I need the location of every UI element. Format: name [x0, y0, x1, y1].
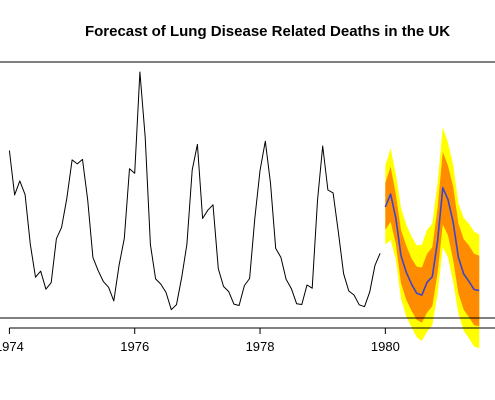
x-tick-label: 1976	[120, 339, 149, 354]
forecast-series-line	[384, 186, 480, 296]
interval-band-inner	[385, 151, 480, 327]
x-axis: 1974 1976 1978 1980	[0, 327, 495, 354]
x-tick-label: 1978	[246, 339, 275, 354]
observed-series-line	[8, 71, 381, 311]
x-tick-label: 1974	[0, 339, 24, 354]
chart-title: Forecast of Lung Disease Related Deaths …	[84, 23, 451, 40]
chart-series	[8, 71, 480, 311]
x-tick-label: 1980	[371, 339, 400, 354]
forecast-intervals	[385, 127, 480, 349]
